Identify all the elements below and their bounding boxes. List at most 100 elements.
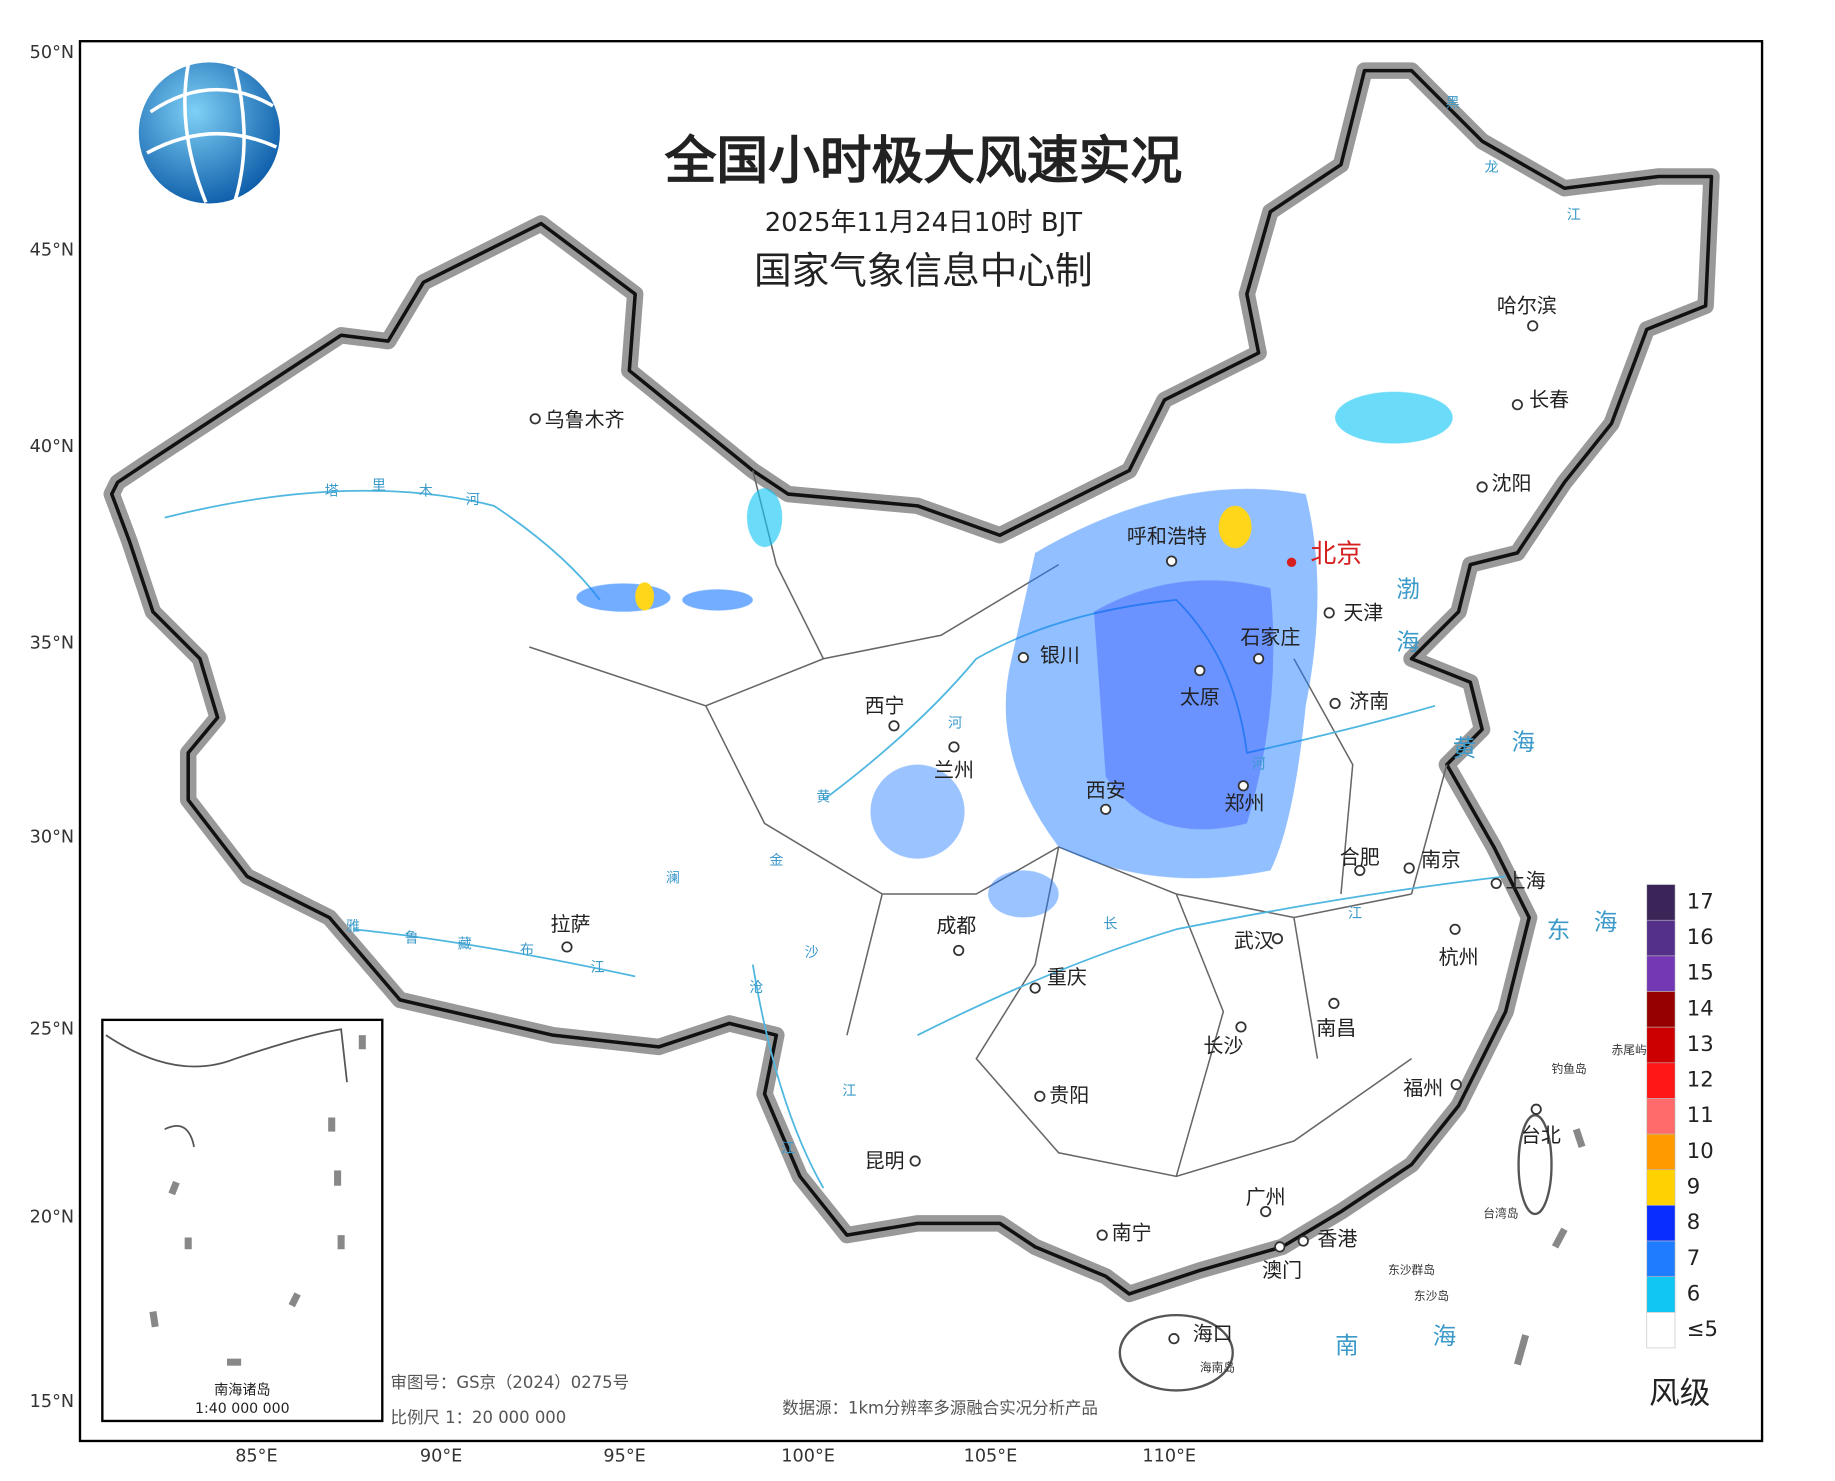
river-label: 黄 (816, 789, 830, 806)
legend-title: 风级 (1649, 1377, 1710, 1412)
legend-label: 6 (1687, 1280, 1700, 1305)
city-label: 长沙 (1203, 1033, 1243, 1057)
subtitle: 2025年11月24日10时 BJT (765, 208, 1083, 238)
river-label: 布 (520, 942, 534, 958)
city-label: 重庆 (1047, 965, 1087, 989)
river-label: 沧 (749, 979, 763, 996)
legend-label: 8 (1687, 1209, 1700, 1234)
city-dot (1029, 982, 1041, 994)
city-dot (1354, 864, 1366, 877)
lon-label: 105°E (964, 1446, 1018, 1466)
scale: 比例尺 1：20 000 000 (391, 1408, 567, 1427)
legend-label: 14 (1687, 995, 1714, 1020)
legend-swatch (1646, 991, 1676, 1028)
legend-swatch (1646, 884, 1676, 921)
island-label: 海南岛 (1200, 1361, 1235, 1375)
city-dot (1328, 997, 1340, 1009)
lat-label: 45°N (30, 241, 74, 261)
city-dot (948, 741, 960, 753)
city-dot (1165, 555, 1178, 567)
city-dot (1100, 803, 1112, 815)
city-dot (1323, 607, 1335, 619)
city-dot (1403, 862, 1415, 874)
inset-frame (101, 1018, 384, 1423)
capital-label: 北京 (1310, 540, 1362, 570)
city-label: 长春 (1529, 388, 1569, 412)
china-outline (103, 62, 1720, 1392)
city-label: 哈尔滨 (1497, 294, 1557, 318)
city-dot (888, 720, 900, 732)
lon-label: 85°E (235, 1446, 277, 1466)
wind-areas (576, 391, 1453, 918)
inset-map (105, 1028, 348, 1148)
river-label: 雅 (346, 919, 360, 935)
city-label: 南京 (1421, 848, 1461, 872)
legend-label: ≤5 (1687, 1316, 1718, 1341)
river-label: 江 (842, 1084, 856, 1100)
river-label: 长 (1103, 917, 1117, 933)
city-label: 西安 (1086, 778, 1126, 802)
city-label: 南宁 (1112, 1220, 1152, 1244)
inset-scale: 1:40 000 000 (195, 1401, 290, 1417)
legend-swatch (1646, 1205, 1676, 1242)
city-dot (1168, 1333, 1180, 1345)
city-dot (1449, 923, 1461, 935)
legend-swatch (1646, 1311, 1676, 1349)
city-label: 济南 (1349, 689, 1389, 713)
city-dot (1530, 1103, 1542, 1115)
sea-label: 东 (1547, 916, 1571, 944)
legend-label: 10 (1687, 1138, 1714, 1163)
river-label: 江 (590, 960, 604, 976)
sea-label: 南 (1335, 1331, 1359, 1359)
river-label: 塔 (325, 484, 339, 500)
city-dot (1450, 1078, 1462, 1091)
river-label: 龙 (1484, 160, 1498, 176)
lon-label: 90°E (420, 1446, 462, 1466)
lat-label: 35°N (30, 633, 74, 653)
city-dot (1260, 1206, 1272, 1218)
city-label: 兰州 (934, 758, 974, 782)
city-dot (561, 941, 573, 953)
city-label: 银川 (1040, 643, 1080, 667)
city-label: 广州 (1246, 1185, 1286, 1209)
island-label: 赤尾屿 (1612, 1043, 1648, 1057)
legend-label: 17 (1687, 888, 1714, 913)
river-label: 沙 (805, 945, 819, 961)
lat-label: 25°N (30, 1019, 74, 1039)
legend-label: 13 (1687, 1031, 1714, 1056)
river-label: 澜 (666, 871, 680, 887)
lat-label: 20°N (30, 1207, 74, 1227)
sea-label: 海 (1396, 628, 1420, 656)
river-label: 江 (1567, 207, 1581, 223)
city-dot (909, 1155, 921, 1167)
river-label: 鲁 (405, 931, 419, 947)
river-label: 木 (419, 484, 433, 500)
city-dot (1034, 1090, 1046, 1102)
lon-label: 95°E (603, 1446, 645, 1466)
city-label: 海口 (1193, 1322, 1233, 1346)
legend-label: 9 (1687, 1174, 1700, 1199)
city-dot (1274, 1241, 1286, 1253)
city-dot (1194, 664, 1206, 677)
river-label: 河 (1252, 757, 1266, 773)
city-label: 郑州 (1225, 791, 1265, 815)
city-label: 呼和浩特 (1127, 524, 1207, 548)
river-label: 黑 (1446, 96, 1460, 112)
city-dot (1490, 877, 1502, 890)
review-number: 审图号：GS京（2024）0275号 (391, 1373, 630, 1392)
city-label: 贵阳 (1049, 1083, 1089, 1107)
lat-label: 50°N (30, 43, 74, 63)
sea-label: 海 (1512, 728, 1536, 756)
legend-label: 7 (1687, 1245, 1700, 1270)
lat-label: 15°N (30, 1392, 74, 1412)
city-label: 福州 (1403, 1076, 1443, 1100)
city-label: 拉萨 (551, 912, 591, 936)
sea-label: 黄 (1453, 734, 1477, 762)
river-label: 河 (466, 492, 480, 508)
island-label: 钓鱼岛 (1552, 1062, 1587, 1076)
producer: 国家气象信息中心制 (754, 248, 1093, 292)
city-label: 上海 (1506, 869, 1546, 893)
lat-label: 40°N (30, 437, 74, 457)
